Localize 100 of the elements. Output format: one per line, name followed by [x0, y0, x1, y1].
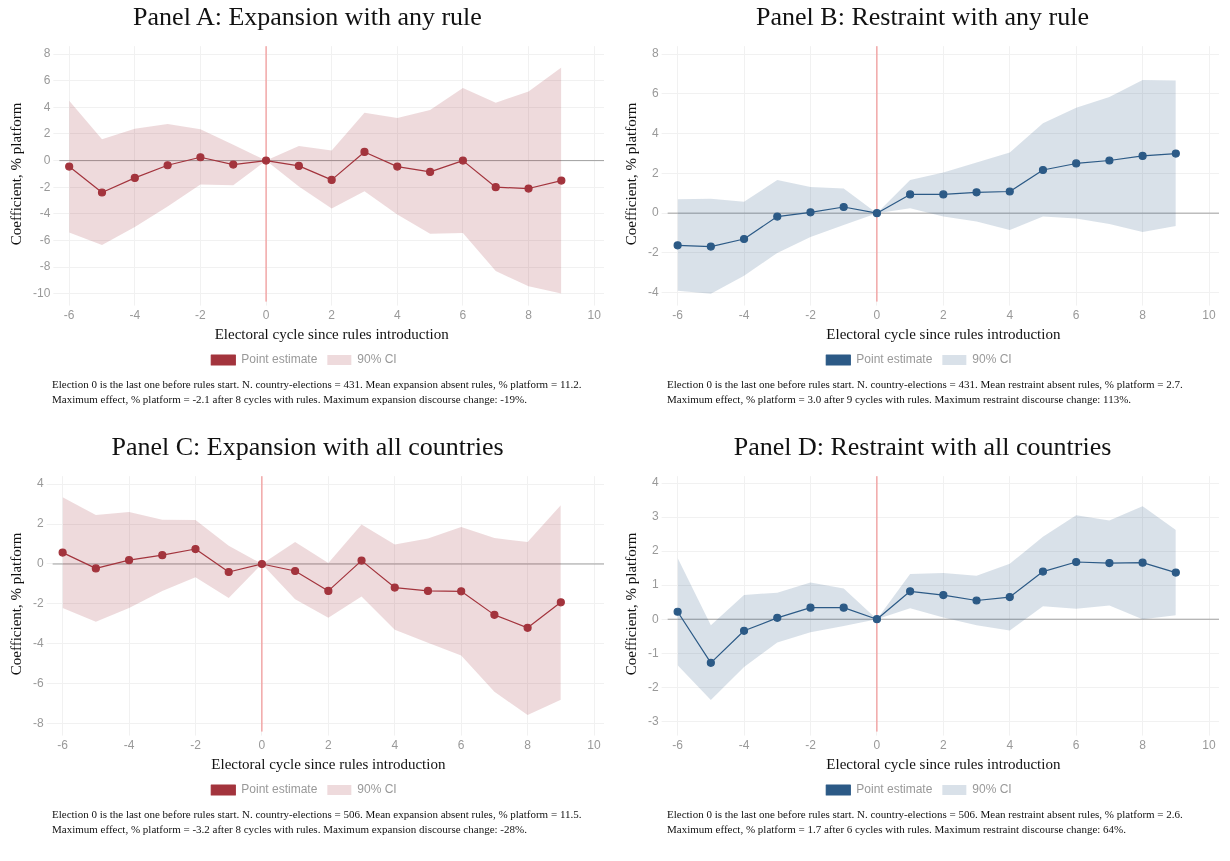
x-tick-label: 10	[587, 738, 602, 753]
y-tick-label: -8	[39, 259, 51, 274]
point	[324, 586, 333, 596]
x-tick-label: 10	[1202, 308, 1217, 323]
point	[739, 234, 749, 244]
text: Election 0 is the last one before rules start. N. country-elections = 506. Mean expansion absent rules, % platform = 11.5.	[52, 808, 583, 821]
point	[491, 183, 500, 192]
x-tick-label: 2	[328, 308, 336, 323]
y-tick-label: 2	[43, 126, 51, 141]
text: 90% CI	[972, 352, 1012, 367]
x-tick-label: -2	[195, 308, 207, 323]
point	[556, 598, 565, 607]
point	[1038, 567, 1048, 576]
legend-label: Point estimate	[241, 352, 318, 367]
point	[872, 209, 882, 218]
x-tick-label: -4	[123, 738, 135, 753]
point	[158, 551, 167, 560]
y-tick-label: -2	[648, 245, 659, 260]
legend-label: Point estimate	[241, 782, 318, 797]
point	[130, 173, 139, 182]
point	[224, 567, 233, 577]
y-tick-label: 0	[43, 152, 51, 167]
y-tick-label: -4	[33, 636, 44, 651]
x-tick-label: 0	[262, 308, 270, 323]
point	[426, 167, 435, 177]
y-tick-label: 0	[651, 611, 659, 626]
y-tick-label: -6	[33, 676, 44, 691]
point	[906, 190, 915, 199]
point	[360, 147, 369, 157]
y-tick-label: 4	[651, 125, 659, 140]
y-axis-title: Coefficient, % platform	[7, 532, 24, 676]
x-axis-title: Electoral cycle since rules introduction	[826, 755, 1061, 772]
legend-label: Point estimate	[856, 352, 933, 367]
x-tick-label: 4	[391, 738, 399, 753]
point	[423, 586, 433, 596]
y-tick-label: -3	[648, 713, 659, 728]
y-tick-label: 8	[651, 46, 659, 61]
chart-title: Panel C: Expansion with all countries	[110, 431, 505, 463]
point	[1005, 592, 1014, 602]
point	[1038, 165, 1048, 175]
y-tick-label: 0	[651, 205, 659, 220]
y-tick-label: -2	[648, 679, 659, 694]
point	[839, 603, 848, 612]
point	[91, 564, 100, 573]
point	[457, 587, 466, 596]
point	[458, 156, 468, 165]
y-tick-label: 4	[651, 475, 659, 490]
y-tick-label: -6	[39, 232, 51, 247]
point	[806, 208, 815, 217]
text: Maximum effect, % platform = 3.0 after 9 cycles with rules. Maximum restraint discourse change: 113%.	[667, 393, 1133, 406]
point	[972, 188, 981, 197]
x-tick-label: -4	[738, 738, 750, 753]
point	[673, 607, 682, 616]
point	[490, 610, 499, 619]
x-tick-label: -2	[805, 308, 817, 323]
point	[872, 615, 882, 624]
point	[972, 596, 981, 605]
point	[1171, 149, 1180, 158]
x-tick-label: 10	[587, 308, 602, 323]
y-tick-label: 4	[43, 99, 51, 114]
x-tick-label: -2	[190, 738, 202, 753]
point	[1072, 557, 1081, 567]
point	[393, 162, 402, 171]
point	[523, 623, 532, 632]
y-tick-label: 2	[651, 165, 659, 180]
point	[524, 184, 533, 193]
text: Election 0 is the last one before rules start. N. country-elections = 506. Mean restraint absent rules, % platform = 2.6.	[667, 808, 1184, 821]
point	[706, 242, 715, 251]
legend-label: Point estimate	[856, 782, 933, 797]
point	[806, 603, 815, 612]
x-tick-label: -4	[129, 308, 141, 323]
point	[1105, 156, 1114, 165]
x-tick-label: 8	[525, 308, 533, 323]
x-tick-label: 8	[1139, 308, 1147, 323]
chart-title: Panel D: Restraint with all countries	[732, 431, 1113, 463]
point	[97, 188, 107, 197]
x-tick-label: -2	[805, 738, 817, 753]
chart-title: Panel A: Expansion with any rule	[132, 1, 483, 33]
y-tick-label: 6	[43, 73, 51, 88]
x-tick-label: -6	[672, 308, 684, 323]
text: 90% CI	[357, 352, 397, 367]
point	[1105, 558, 1114, 568]
x-tick-label: -4	[738, 308, 750, 323]
x-tick-label: -6	[672, 738, 684, 753]
text: Maximum effect, % platform = -2.1 after 8 cycles with rules. Maximum expansion discourse change: -19%.	[52, 393, 528, 406]
x-tick-label: 6	[1072, 308, 1080, 323]
x-tick-label: 6	[457, 738, 465, 753]
x-tick-label: 4	[1006, 308, 1014, 323]
y-tick-label: -8	[33, 715, 44, 730]
text: Maximum effect, % platform = -3.2 after 8 cycles with rules. Maximum expansion discourse change: -28%.	[52, 823, 528, 836]
y-tick-label: 3	[651, 509, 659, 524]
point	[1072, 159, 1081, 168]
point	[191, 544, 200, 554]
y-tick-label: -4	[39, 206, 51, 221]
point	[773, 613, 782, 622]
point	[1138, 558, 1147, 567]
y-axis-title: Coefficient, % platform	[7, 102, 24, 246]
point	[390, 583, 399, 592]
y-tick-label: 0	[36, 556, 44, 571]
y-tick-label: 8	[43, 46, 51, 61]
